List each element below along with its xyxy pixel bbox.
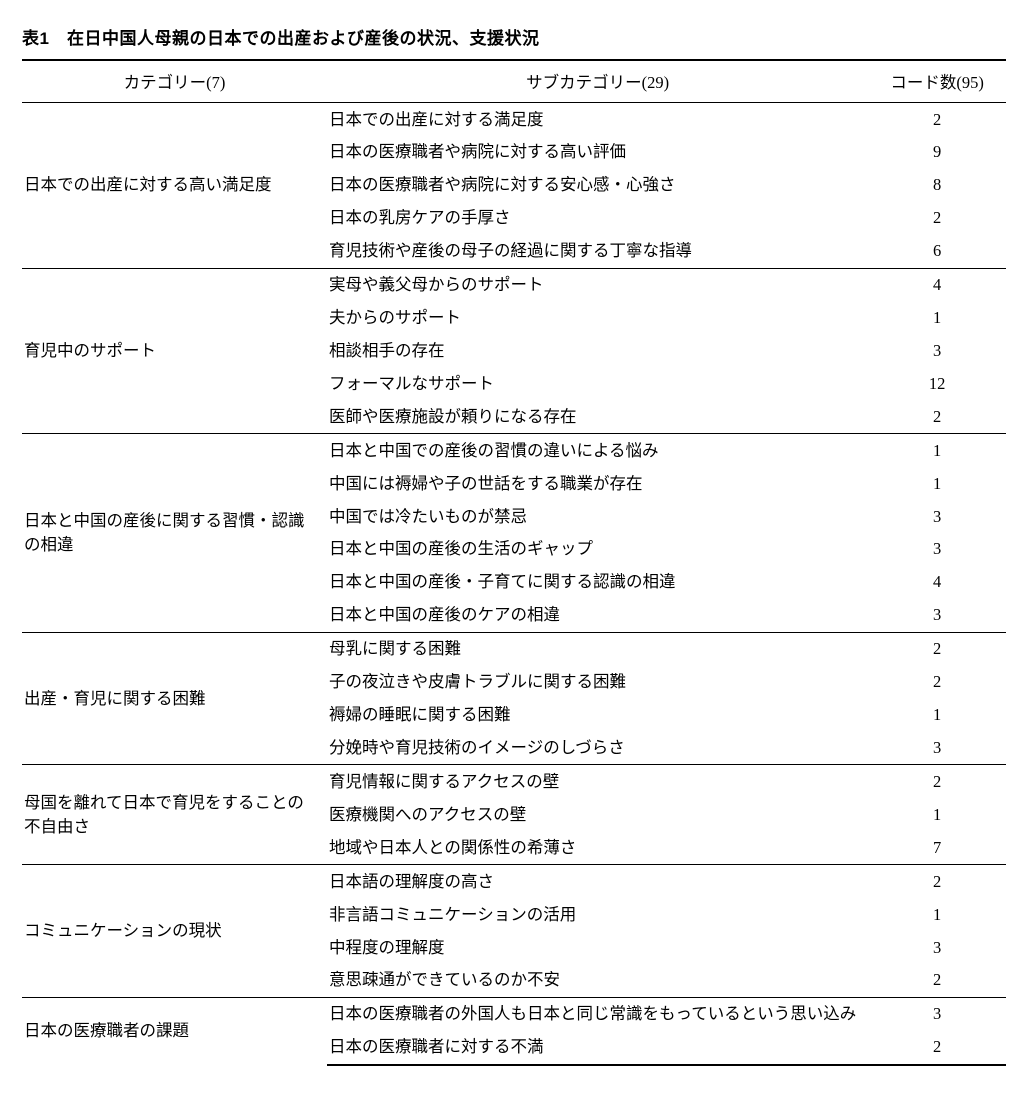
- subcategory-cell: 褥婦の睡眠に関する困難: [327, 699, 868, 732]
- subcategory-cell: 日本の乳房ケアの手厚さ: [327, 202, 868, 235]
- table-row: 日本と中国の産後に関する習慣・認識の相違日本と中国での産後の習慣の違いによる悩み…: [22, 434, 1006, 467]
- subcategory-cell: 地域や日本人との関係性の希薄さ: [327, 831, 868, 864]
- table-row: コミュニケーションの現状日本語の理解度の高さ2: [22, 865, 1006, 898]
- table-row: 日本での出産に対する高い満足度日本での出産に対する満足度2: [22, 103, 1006, 136]
- subcategory-cell: 日本と中国の産後の生活のギャップ: [327, 533, 868, 566]
- subcategory-cell: 日本の医療職者や病院に対する安心感・心強さ: [327, 169, 868, 202]
- subcategory-cell: 分娩時や育児技術のイメージのしづらさ: [327, 732, 868, 765]
- subcategory-cell: 非言語コミュニケーションの活用: [327, 898, 868, 931]
- subcategory-cell: 育児技術や産後の母子の経過に関する丁寧な指導: [327, 235, 868, 268]
- code-count-cell: 2: [868, 865, 1006, 898]
- subcategory-cell: フォーマルなサポート: [327, 367, 868, 400]
- code-count-cell: 2: [868, 765, 1006, 798]
- code-count-cell: 1: [868, 434, 1006, 467]
- code-count-cell: 3: [868, 500, 1006, 533]
- subcategory-cell: 医師や医療施設が頼りになる存在: [327, 400, 868, 433]
- code-count-cell: 1: [868, 302, 1006, 335]
- subcategory-cell: 意思疎通ができているのか不安: [327, 964, 868, 997]
- code-count-cell: 3: [868, 334, 1006, 367]
- subcategory-cell: 日本と中国の産後・子育てに関する認識の相違: [327, 566, 868, 599]
- subcategory-cell: 日本と中国での産後の習慣の違いによる悩み: [327, 434, 868, 467]
- subcategory-cell: 育児情報に関するアクセスの壁: [327, 765, 868, 798]
- code-count-cell: 6: [868, 235, 1006, 268]
- category-cell: 母国を離れて日本で育児をすることの不自由さ: [22, 765, 327, 865]
- code-count-cell: 2: [868, 103, 1006, 136]
- table-row: 日本の医療職者の課題日本の医療職者の外国人も日本と同じ常識をもっているという思い…: [22, 997, 1006, 1030]
- page: 表1 在日中国人母親の日本での出産および産後の状況、支援状況 カテゴリー(7) …: [0, 0, 1028, 1106]
- category-cell: 日本の医療職者の課題: [22, 997, 327, 1064]
- category-cell: 日本での出産に対する高い満足度: [22, 103, 327, 269]
- header-subcategory: サブカテゴリー(29): [327, 60, 868, 103]
- code-count-cell: 3: [868, 732, 1006, 765]
- subcategory-cell: 日本の医療職者に対する不満: [327, 1031, 868, 1065]
- code-count-cell: 1: [868, 898, 1006, 931]
- data-table: カテゴリー(7) サブカテゴリー(29) コード数(95) 日本での出産に対する…: [22, 59, 1006, 1066]
- header-code-count: コード数(95): [868, 60, 1006, 103]
- code-count-cell: 2: [868, 202, 1006, 235]
- subcategory-cell: 医療機関へのアクセスの壁: [327, 798, 868, 831]
- code-count-cell: 2: [868, 1031, 1006, 1065]
- table-title: 表1 在日中国人母親の日本での出産および産後の状況、支援状況: [22, 24, 1006, 49]
- code-count-cell: 8: [868, 169, 1006, 202]
- category-cell: コミュニケーションの現状: [22, 865, 327, 998]
- code-count-cell: 3: [868, 533, 1006, 566]
- subcategory-cell: 夫からのサポート: [327, 302, 868, 335]
- table-row: 出産・育児に関する困難母乳に関する困難2: [22, 632, 1006, 665]
- subcategory-cell: 母乳に関する困難: [327, 632, 868, 665]
- subcategory-cell: 中国には褥婦や子の世話をする職業が存在: [327, 467, 868, 500]
- code-count-cell: 3: [868, 931, 1006, 964]
- code-count-cell: 2: [868, 400, 1006, 433]
- code-count-cell: 12: [868, 367, 1006, 400]
- subcategory-cell: 相談相手の存在: [327, 334, 868, 367]
- code-count-cell: 1: [868, 467, 1006, 500]
- code-count-cell: 3: [868, 599, 1006, 632]
- subcategory-cell: 中程度の理解度: [327, 931, 868, 964]
- code-count-cell: 1: [868, 699, 1006, 732]
- subcategory-cell: 実母や義父母からのサポート: [327, 268, 868, 301]
- header-row: カテゴリー(7) サブカテゴリー(29) コード数(95): [22, 60, 1006, 103]
- code-count-cell: 2: [868, 632, 1006, 665]
- subcategory-cell: 子の夜泣きや皮膚トラブルに関する困難: [327, 666, 868, 699]
- subcategory-cell: 中国では冷たいものが禁忌: [327, 500, 868, 533]
- code-count-cell: 1: [868, 798, 1006, 831]
- code-count-cell: 2: [868, 964, 1006, 997]
- category-cell: 育児中のサポート: [22, 268, 327, 434]
- category-cell: 出産・育児に関する困難: [22, 632, 327, 765]
- table-row: 育児中のサポート実母や義父母からのサポート4: [22, 268, 1006, 301]
- subcategory-cell: 日本の医療職者や病院に対する高い評価: [327, 136, 868, 169]
- code-count-cell: 3: [868, 997, 1006, 1030]
- code-count-cell: 2: [868, 666, 1006, 699]
- subcategory-cell: 日本の医療職者の外国人も日本と同じ常識をもっているという思い込み: [327, 997, 868, 1030]
- code-count-cell: 4: [868, 566, 1006, 599]
- subcategory-cell: 日本語の理解度の高さ: [327, 865, 868, 898]
- header-category: カテゴリー(7): [22, 60, 327, 103]
- subcategory-cell: 日本での出産に対する満足度: [327, 103, 868, 136]
- category-cell: 日本と中国の産後に関する習慣・認識の相違: [22, 434, 327, 633]
- subcategory-cell: 日本と中国の産後のケアの相違: [327, 599, 868, 632]
- code-count-cell: 4: [868, 268, 1006, 301]
- code-count-cell: 7: [868, 831, 1006, 864]
- code-count-cell: 9: [868, 136, 1006, 169]
- table-row: 母国を離れて日本で育児をすることの不自由さ育児情報に関するアクセスの壁2: [22, 765, 1006, 798]
